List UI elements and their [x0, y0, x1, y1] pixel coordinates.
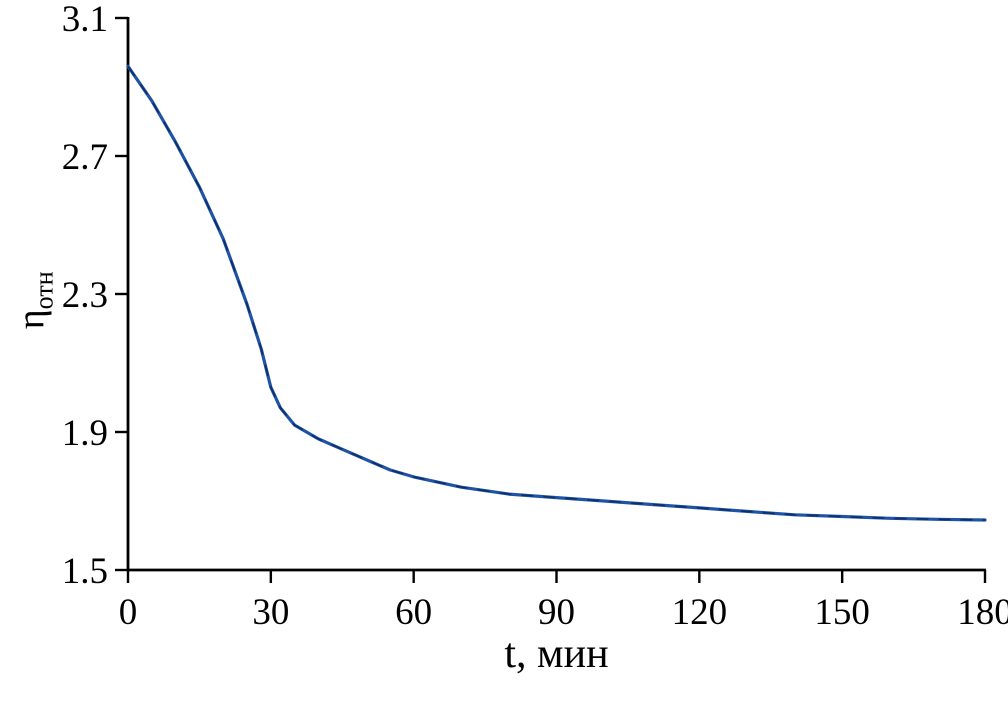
y-tick-label: 1.5 — [62, 551, 108, 592]
x-tick-label: 0 — [119, 592, 138, 633]
y-tick-label: 3.1 — [62, 0, 108, 40]
axes: 0 30 60 90 120 150 180 1.5 1.9 2.3 2.7 3.1 — [62, 0, 1008, 633]
x-tick-label: 180 — [957, 592, 1008, 633]
x-tick-label: 30 — [252, 592, 289, 633]
x-tick-label: 60 — [395, 592, 432, 633]
y-tick-label: 1.9 — [62, 413, 108, 454]
y-axis-label-sub: отн — [29, 271, 59, 310]
y-tick-label: 2.3 — [62, 275, 108, 316]
y-axis-label-main: η — [10, 309, 53, 330]
x-tick-label: 120 — [672, 592, 728, 633]
x-tick-label: 90 — [538, 592, 575, 633]
series-group — [126, 64, 987, 522]
y-axis-label: ηотн — [10, 200, 67, 400]
x-axis-label: t, мин — [504, 631, 609, 677]
series-line — [126, 64, 987, 522]
y-tick-label: 2.7 — [62, 137, 108, 178]
x-tick-label: 150 — [814, 592, 870, 633]
series-line-dash-overlay — [127, 65, 986, 521]
